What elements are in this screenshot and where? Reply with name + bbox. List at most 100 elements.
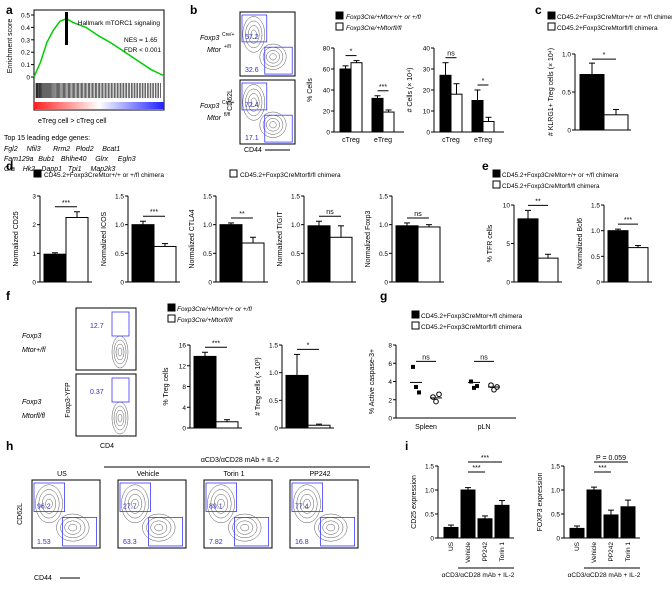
f-plot-0-bar <box>215 421 239 429</box>
legend-label: CD45.2+Foxp3CreMtorfl/fl chimera <box>240 172 341 179</box>
caspase-point <box>417 390 421 395</box>
i-plot-sig: *** <box>481 455 489 462</box>
d-plot-1-bar <box>153 245 177 283</box>
d-plot-3-tick-label: 1.5 <box>291 194 300 201</box>
flow-h-gate <box>291 482 324 512</box>
genotype-label: Mtor <box>207 115 222 122</box>
flow-b-gate-value: 32.6 <box>245 67 259 74</box>
caspase-ylabel: % Active caspase-3+ <box>369 349 376 414</box>
flow-h-contour <box>314 513 348 542</box>
panel-letter: d <box>6 159 13 173</box>
flow-b-gate-value: 17.1 <box>245 135 259 142</box>
gsea-title: Hallmark mTORC1 signaling <box>78 20 161 27</box>
flow-h-gate-value: 7.82 <box>209 539 223 546</box>
flow-h-contour <box>142 513 176 542</box>
flow-f-gate <box>111 377 130 403</box>
i-plot-category: PP242 <box>608 542 615 562</box>
leading-edge-gene: Nfil3 <box>27 146 41 153</box>
panel-letter: a <box>6 3 13 17</box>
flow-h-frame <box>117 479 187 549</box>
num-cells-tick-label: 20 <box>423 88 431 95</box>
i-plot-sig: *** <box>598 465 606 472</box>
d-plot-3-tick-label: 0.5 <box>291 251 300 258</box>
d-plot-2-bar <box>219 224 243 283</box>
caspase-tick-label: 4 <box>388 379 392 386</box>
legend-swatch <box>229 169 238 178</box>
flow-b-gate-value: 72.4 <box>245 102 259 109</box>
leading-edge-gene: Fam129a <box>4 156 34 163</box>
d-plot-4-tick-label: 0 <box>384 280 388 287</box>
flow-h-frame <box>289 479 359 549</box>
caspase-point <box>472 385 476 390</box>
flow-h-gate-value: 63.3 <box>123 539 137 546</box>
flow-h-contour <box>326 523 336 532</box>
legend-label: CD45.2+Foxp3CreMtor+/+ or +/fl chimera <box>557 14 672 21</box>
e-plot-1-ylabel: Normalized Bcl6 <box>577 218 584 269</box>
flow-h-gate <box>320 517 356 547</box>
f-plot-0-tick-label: 12 <box>179 363 187 370</box>
e-plot-0-tick-label: 5 <box>506 241 510 248</box>
f-plot-0-bar <box>193 355 217 429</box>
i-plot-category: Vehicle <box>591 542 598 563</box>
pct-cells-bar <box>371 97 384 133</box>
flow-h-frame <box>203 479 273 549</box>
f-plot-0-tick-label: 8 <box>182 384 186 391</box>
flow-b-gate <box>264 46 293 75</box>
flow-b-contour <box>250 29 257 40</box>
condition-label: Torin 1 <box>223 471 244 478</box>
genotype-sup: Cre/+ <box>222 100 234 106</box>
flow-h-contour <box>154 523 164 532</box>
d-plot-2-tick-label: 1.0 <box>203 222 212 229</box>
d-plot-0-ylabel: Normalized CD25 <box>13 211 20 266</box>
legend-label: CD45.2+Foxp3CreMtor+/+ or +/fl chimera <box>502 172 619 179</box>
d-plot-4-bar <box>395 225 419 283</box>
e-plot-1-bar <box>627 247 649 283</box>
caspase-sig: ns <box>422 354 430 361</box>
d-plot-0-tick-label: 3 <box>32 194 36 201</box>
pct-cells-category: cTreg <box>342 137 360 144</box>
klrg1-bar <box>579 74 605 131</box>
i-plot-bar <box>603 514 619 539</box>
flow-h-contour <box>45 498 53 509</box>
e-plot-0-tick-label: 0 <box>506 280 510 287</box>
caspase-point <box>436 391 442 398</box>
legend-label: Foxp3Cre/+Mtor+/+ or +/fl <box>346 14 421 21</box>
d-plot-1-ylabel: Normalized ICOS <box>101 211 108 266</box>
flow-h-gate-value: 89.1 <box>209 504 223 511</box>
flow-f-contour <box>113 339 127 365</box>
f-plot-1-bar <box>307 424 331 429</box>
flow-h-gate-value: 1.53 <box>37 539 51 546</box>
flow-f-contour <box>115 343 125 361</box>
caspase-point <box>433 398 439 405</box>
legend-label: Foxp3Cre/+Mtor+/+ or +/fl <box>177 306 252 313</box>
i-plot-1-tick-label: 0 <box>556 536 560 543</box>
pct-cells-category: eTreg <box>374 137 392 144</box>
i-plot-0-tick-label: 1.5 <box>425 464 434 471</box>
flow-f-frame <box>75 307 137 371</box>
fdr-label: FDR < 0.001 <box>124 47 161 54</box>
legend-swatch <box>411 321 420 330</box>
d-plot-3-ylabel: Normalized TIGIT <box>277 211 284 267</box>
f-plot-0-tick-label: 16 <box>179 343 187 350</box>
num-cells-bar <box>439 74 452 133</box>
gsea-xlabel: eTreg cell > cTreg cell <box>38 118 107 125</box>
panel-letter: h <box>6 439 13 453</box>
leading-edge-gene: Egln3 <box>118 156 136 163</box>
genotype-label: Mtor <box>207 47 222 54</box>
legend-swatch <box>547 22 556 31</box>
d-plot-2-tick-label: 1.5 <box>203 194 212 201</box>
flow-b-contour <box>259 111 287 138</box>
pct-cells-sig: *** <box>379 84 387 91</box>
klrg1-sig: * <box>603 52 606 59</box>
gsea-tick-label: 0.4 <box>21 25 30 32</box>
flow-h-contour <box>131 498 139 509</box>
genotype-sup: Cre/+ <box>222 32 234 38</box>
leading-edge-gene: Tpi1 <box>68 166 82 173</box>
panel-letter: b <box>190 3 197 17</box>
f-plot-0-tick-label: 4 <box>182 405 186 412</box>
gsea-ylabel: Enrichment score <box>7 19 14 74</box>
i-plot-0-tick-label: 0 <box>430 536 434 543</box>
num-cells-sig: * <box>482 78 485 85</box>
i-plot-1-tick-label: 1.5 <box>551 464 560 471</box>
klrg1-tick-label: 0.5 <box>562 90 571 97</box>
